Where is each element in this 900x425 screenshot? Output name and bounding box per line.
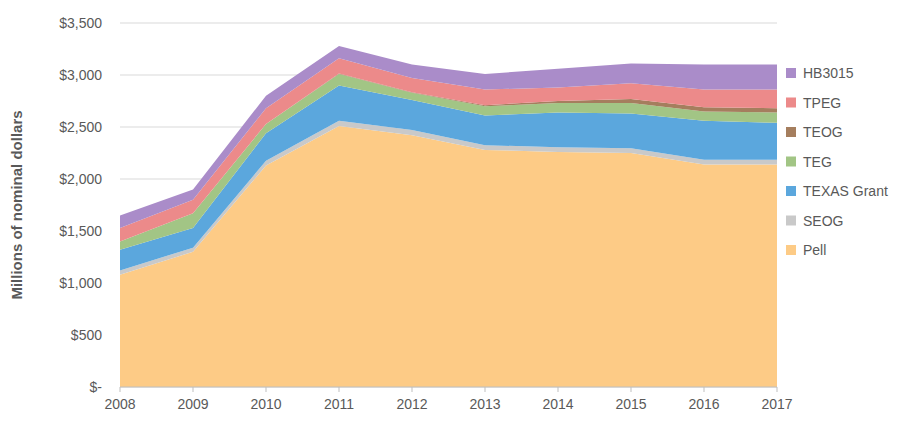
x-tick xyxy=(558,387,559,392)
x-tick-label: 2008 xyxy=(104,396,135,412)
x-tick-label: 2010 xyxy=(250,396,281,412)
legend-label: SEOG xyxy=(803,213,843,229)
y-tick-label: $1,500 xyxy=(59,223,102,239)
x-tick-label: 2011 xyxy=(324,396,354,412)
x-tick-label: 2012 xyxy=(396,396,427,412)
y-tick-label: $1,000 xyxy=(59,275,102,291)
x-tick xyxy=(631,387,632,392)
y-tick-label: $3,500 xyxy=(59,15,102,31)
legend-swatch xyxy=(786,186,796,196)
legend-label: TPEG xyxy=(803,95,841,111)
legend-swatch xyxy=(786,127,796,137)
x-tick-label: 2013 xyxy=(469,396,500,412)
x-tick-label: 2017 xyxy=(761,396,792,412)
x-tick xyxy=(266,387,267,392)
y-tick-label: $2,500 xyxy=(59,119,102,135)
grid-line xyxy=(120,23,777,24)
x-tick xyxy=(339,387,340,392)
legend-label: TEG xyxy=(803,154,832,170)
legend-swatch xyxy=(786,245,796,255)
chart-container: $- $500 $1,000 $1,500 $2,000 $2,500 $3,000 $3,5… xyxy=(0,0,900,425)
x-tick-label: 2015 xyxy=(615,396,646,412)
x-tick xyxy=(704,387,705,392)
legend-label: HB3015 xyxy=(803,65,854,81)
x-tick-label: 2014 xyxy=(542,396,573,412)
legend-label: TEOG xyxy=(803,124,843,140)
chart-svg: $- $500 $1,000 $1,500 $2,000 $2,500 $3,000 $3,5… xyxy=(0,0,900,425)
legend-label: Pell xyxy=(803,242,826,258)
y-tick-label: $2,000 xyxy=(59,171,102,187)
x-tick xyxy=(485,387,486,392)
x-tick-label: 2016 xyxy=(688,396,719,412)
legend-swatch xyxy=(786,157,796,167)
x-tick xyxy=(777,387,778,392)
y-tick-label: $3,000 xyxy=(59,67,102,83)
y-tick-label: $500 xyxy=(71,327,102,343)
x-tick xyxy=(120,387,121,392)
legend-swatch xyxy=(786,68,796,78)
y-axis-label: Millions of nominal dollars xyxy=(8,110,25,299)
legend-label: TEXAS Grant xyxy=(803,183,888,199)
x-axis-line xyxy=(120,387,777,388)
grid xyxy=(120,23,777,387)
x-tick-label: 2009 xyxy=(177,396,208,412)
legend-swatch xyxy=(786,216,796,226)
y-tick-label: $- xyxy=(90,379,103,395)
area xyxy=(120,46,777,228)
legend: HB3015 TPEG TEOG TEG TEXAS Grant SEOG Pell xyxy=(786,65,888,258)
x-tick xyxy=(412,387,413,392)
x-tick xyxy=(193,387,194,392)
grid-line xyxy=(120,387,777,388)
areas xyxy=(120,46,777,387)
legend-swatch xyxy=(786,98,796,108)
